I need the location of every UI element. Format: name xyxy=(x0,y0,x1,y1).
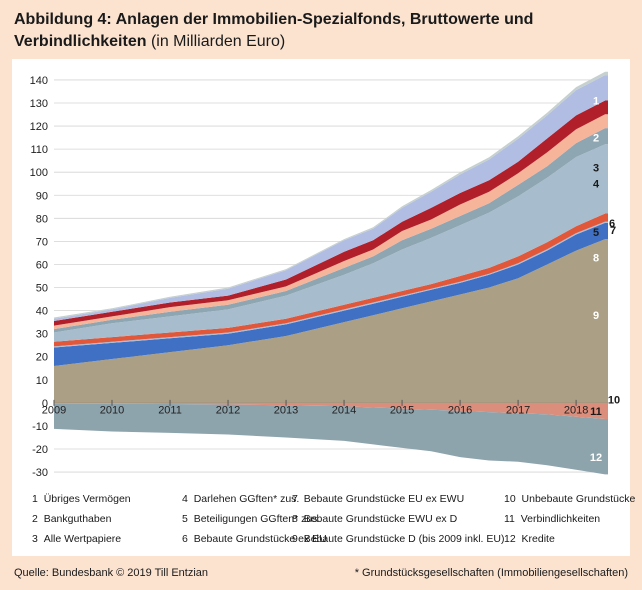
x-tick-label: 2017 xyxy=(506,404,530,416)
x-tick-label: 2018 xyxy=(564,404,588,416)
series-label-1: 1 xyxy=(593,96,599,108)
legend-item-4: 4 Darlehen GGften* zus. xyxy=(182,493,300,505)
legend-item-8: 8 Bebaute Grundstücke EWU ex D xyxy=(292,513,458,525)
y-tick-label: 20 xyxy=(36,352,48,364)
y-tick-label: 120 xyxy=(30,121,48,133)
y-tick-label: 50 xyxy=(36,283,48,295)
x-tick-label: 2009 xyxy=(42,404,66,416)
legend-item-7: 7 Bebaute Grundstücke EU ex EWU xyxy=(292,493,465,505)
x-tick-label: 2010 xyxy=(100,404,124,416)
legend-item-3: 3 Alle Wertpapiere xyxy=(32,533,122,545)
series-label-10: 10 xyxy=(608,394,620,406)
y-tick-label: 0 xyxy=(42,398,48,410)
legend-item-1: 1 Übriges Vermögen xyxy=(32,493,131,505)
area-series-5 xyxy=(54,144,608,342)
series-label-12: 12 xyxy=(590,452,602,464)
x-tick-label: 2014 xyxy=(332,404,356,416)
y-tick-label: 100 xyxy=(30,167,48,179)
series-label-2: 2 xyxy=(593,133,599,145)
y-tick-label: 30 xyxy=(36,329,48,341)
area-series-8 xyxy=(54,222,608,366)
chart-title: Abbildung 4: Anlagen der Immobilien-Spez… xyxy=(14,9,629,53)
x-tick-label: 2011 xyxy=(158,404,182,416)
series-label-7: 7 xyxy=(610,225,616,237)
y-tick-label: 40 xyxy=(36,306,48,318)
y-tick-label: -10 xyxy=(32,421,48,433)
footnote: * Grundstücksgesellschaften (Immobilieng… xyxy=(354,567,628,579)
y-tick-label: 10 xyxy=(36,375,48,387)
legend-item-5: 5 Beteiligungen GGften* zus. xyxy=(182,513,321,525)
stacked-area-chart: -30-20-100102030405060708090100110120130… xyxy=(30,71,620,479)
area-series-12 xyxy=(54,403,608,475)
title-main: Abbildung 4: Anlagen der Immobilien-Spez… xyxy=(14,11,534,50)
legend-item-11: 11 Verbindlichkeiten xyxy=(504,513,601,525)
series-label-11: 11 xyxy=(590,406,602,418)
series-label-8: 8 xyxy=(593,253,599,265)
series-label-9: 9 xyxy=(593,310,599,322)
y-tick-label: 80 xyxy=(36,213,48,225)
y-tick-label: -30 xyxy=(32,467,48,479)
series-label-5: 5 xyxy=(593,227,599,239)
y-tick-label: 130 xyxy=(30,98,48,110)
y-tick-label: 110 xyxy=(30,144,48,156)
legend-item-12: 12 Kredite xyxy=(504,533,555,545)
series-label-3: 3 xyxy=(593,163,599,175)
x-tick-label: 2015 xyxy=(390,404,414,416)
legend-item-2: 2 Bankguthaben xyxy=(32,513,112,525)
legend-item-10: 10 Unbebaute Grundstücke xyxy=(504,493,636,505)
x-tick-label: 2013 xyxy=(274,404,298,416)
series-label-4: 4 xyxy=(593,179,600,191)
y-tick-label: 60 xyxy=(36,259,48,271)
x-tick-label: 2012 xyxy=(216,404,240,416)
area-series-11 xyxy=(54,402,608,419)
title-unit: (in Milliarden Euro) xyxy=(150,33,286,50)
series-label-6: 6 xyxy=(609,218,615,230)
y-tick-label: 70 xyxy=(36,236,48,248)
area-series-9 xyxy=(54,239,608,403)
legend-item-9: 9 Bebaute Grundstücke D (bis 2009 inkl. … xyxy=(292,533,505,545)
y-tick-label: 140 xyxy=(30,75,48,87)
y-tick-label: 90 xyxy=(36,190,48,202)
legend-item-6: 6 Bebaute Grundstücke ex EU xyxy=(182,533,327,545)
x-tick-label: 2016 xyxy=(448,404,472,416)
source-note: Quelle: Bundesbank © 2019 Till Entzian xyxy=(14,567,209,579)
chart-panel: -30 -20 -10 0 10 20 30 40 50 60 70 80 90 100 110 120 130… xyxy=(12,59,635,556)
y-tick-label: -20 xyxy=(32,444,48,456)
